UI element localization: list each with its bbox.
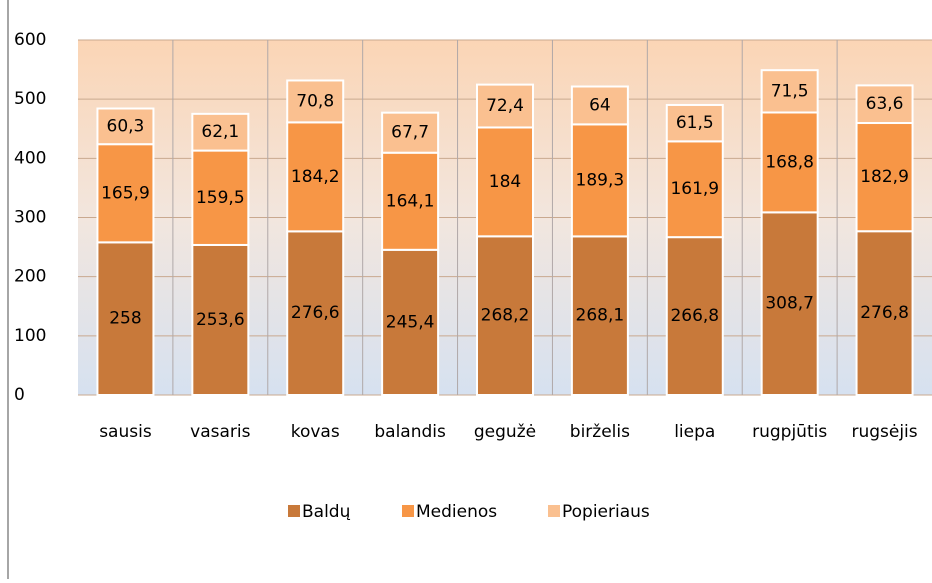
bar-segment	[381, 151, 440, 251]
x-tick-label: birželis	[570, 422, 630, 442]
bar-segment	[760, 211, 819, 396]
y-tick-label: 400	[14, 148, 46, 168]
y-tick-label: 500	[14, 89, 46, 109]
bar-segment	[855, 84, 914, 125]
bar-segment	[855, 122, 914, 233]
data-label: 266,8	[670, 306, 719, 326]
data-label: 61,5	[676, 113, 714, 133]
data-label: 60,3	[107, 116, 145, 136]
bar-segment	[476, 83, 534, 129]
bar-segment	[855, 230, 914, 396]
y-tick-label: 0	[14, 385, 25, 405]
legend-swatch	[288, 505, 300, 517]
legend-label: Medienos	[416, 502, 497, 522]
bar-segment	[286, 121, 345, 233]
data-label: 63,6	[866, 94, 904, 114]
bar-segment	[191, 243, 250, 396]
legend-label: Popieriaus	[562, 502, 650, 522]
y-tick-label: 600	[14, 30, 46, 50]
data-label: 72,4	[486, 96, 524, 116]
x-tick-label: rugsėjis	[851, 422, 917, 442]
data-label: 253,6	[196, 310, 245, 330]
x-tick-label: balandis	[374, 422, 446, 442]
data-label: 182,9	[860, 167, 909, 187]
data-label: 70,8	[296, 91, 334, 111]
data-label: 62,1	[201, 122, 239, 142]
data-label: 71,5	[771, 81, 809, 101]
x-tick-label: rugpjūtis	[752, 422, 827, 442]
bar-segment	[570, 235, 629, 396]
bar-segment	[96, 107, 155, 146]
data-label: 164,1	[386, 191, 435, 211]
bar-segment	[96, 143, 155, 244]
legend-label: Baldų	[302, 502, 351, 522]
x-tick-label: sausis	[99, 422, 152, 442]
bar-segment	[286, 79, 345, 124]
bar-segment	[665, 103, 724, 143]
data-label: 165,9	[101, 183, 150, 203]
x-tick-label: vasaris	[190, 422, 250, 442]
x-tick-label: gegužė	[474, 422, 536, 442]
data-label: 159,5	[196, 188, 245, 208]
bar-segment	[191, 149, 250, 246]
bar-segment	[665, 140, 724, 239]
data-label: 64	[589, 95, 611, 115]
data-label: 258	[109, 309, 141, 329]
bar-segment	[381, 248, 440, 396]
data-label: 161,9	[670, 179, 719, 199]
bar-segment	[665, 236, 724, 396]
data-label: 268,2	[481, 306, 530, 326]
x-tick-label: kovas	[291, 422, 340, 442]
bar-segment	[570, 85, 629, 126]
bar-segment	[760, 69, 819, 114]
data-label: 184	[489, 172, 521, 192]
legend-swatch	[402, 505, 414, 517]
bar-segment	[286, 230, 345, 396]
data-label: 168,8	[765, 152, 814, 172]
bar-segment	[191, 112, 250, 152]
data-label: 189,3	[576, 170, 625, 190]
data-label: 276,8	[860, 303, 909, 323]
bar-segment	[381, 111, 440, 154]
data-label: 245,4	[386, 312, 435, 332]
y-tick-label: 300	[14, 208, 46, 228]
data-label: 276,6	[291, 303, 340, 323]
y-tick-label: 100	[14, 326, 46, 346]
bar-segment	[476, 235, 534, 396]
data-label: 308,7	[765, 294, 814, 314]
data-label: 67,7	[391, 123, 429, 143]
bar-segment	[760, 111, 819, 214]
x-tick-label: liepa	[674, 422, 715, 442]
data-label: 268,1	[576, 306, 625, 326]
legend-swatch	[548, 505, 560, 517]
y-tick-label: 200	[14, 267, 46, 287]
data-label: 184,2	[291, 167, 340, 187]
